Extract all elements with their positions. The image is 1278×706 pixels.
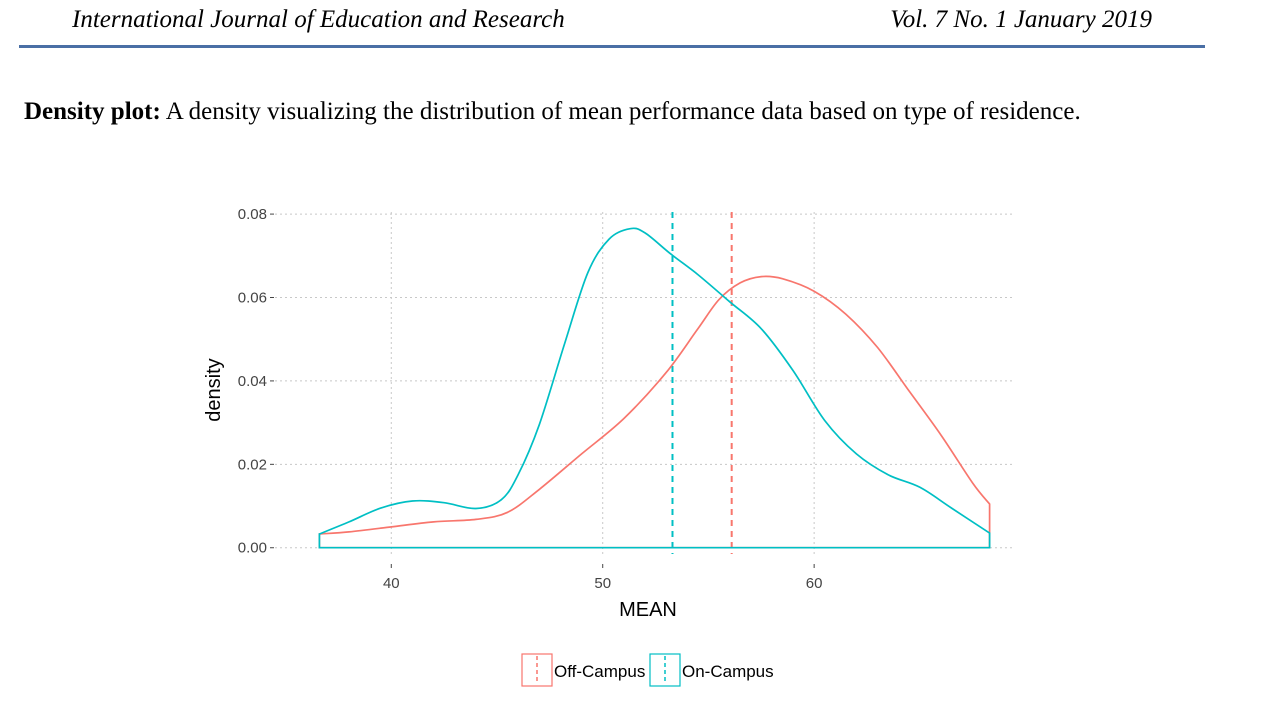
y-tick-label: 0.08 [238, 206, 267, 223]
header-divider [19, 45, 1205, 48]
x-tick-label: 50 [594, 575, 611, 592]
caption-lead: Density plot: [24, 98, 161, 125]
y-tick-label: 0.02 [238, 456, 267, 473]
issue-info: Vol. 7 No. 1 January 2019 [890, 6, 1152, 33]
legend: Off-Campus On-Campus [521, 653, 774, 687]
mean-lines [671, 212, 733, 554]
y-axis-title: density [203, 358, 225, 421]
axes: 0.00 0.02 0.04 0.06 0.08 40 50 60 [238, 206, 823, 592]
legend-label: On-Campus [682, 662, 774, 681]
x-tick-label: 60 [806, 575, 823, 592]
y-tick-label: 0.04 [238, 373, 267, 390]
x-axis-title: MEAN [619, 599, 677, 621]
x-tick-label: 40 [383, 575, 400, 592]
journal-title: International Journal of Education and R… [72, 6, 565, 33]
figure-caption: Density plot: A density visualizing the … [24, 92, 1202, 132]
caption-text: A density visualizing the distribution o… [165, 98, 1081, 125]
density-curve-off-campus [318, 275, 991, 549]
legend-label: Off-Campus [554, 662, 645, 681]
density-curve-on-campus [318, 227, 991, 549]
density-curves [318, 227, 991, 549]
y-tick-label: 0.00 [238, 540, 267, 557]
y-tick-label: 0.06 [238, 290, 267, 307]
